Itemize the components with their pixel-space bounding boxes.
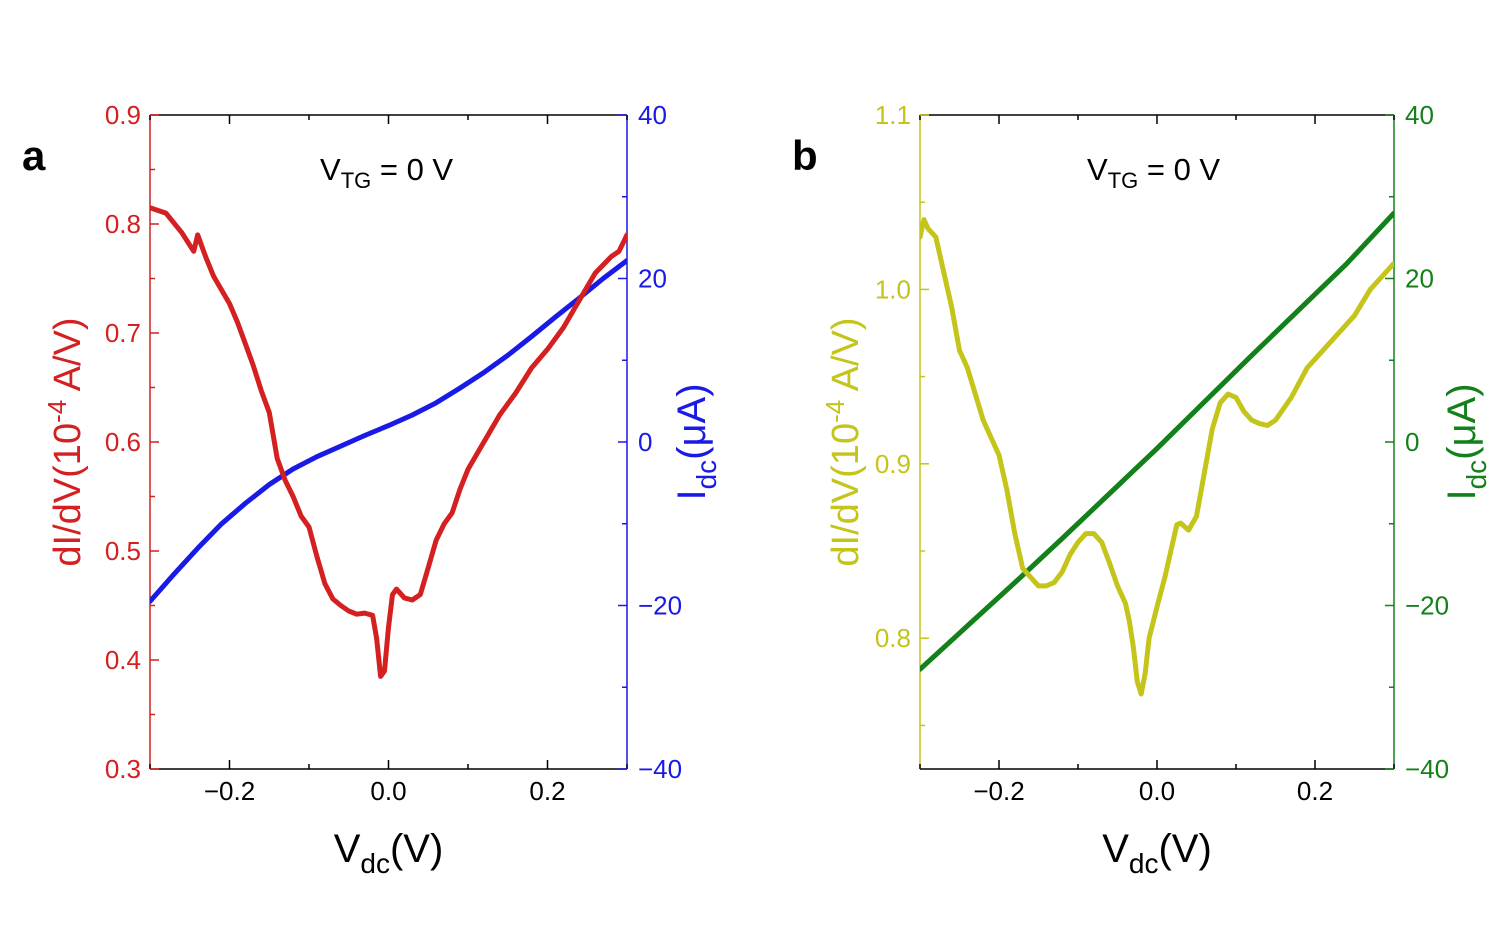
left-y-tick-label: 0.8	[105, 209, 141, 239]
left-y-tick-label: 0.9	[875, 449, 911, 479]
right-y-tick-label: 0	[638, 427, 652, 457]
right-y-tick-label: 0	[1405, 427, 1419, 457]
left-y-tick-label: 0.4	[105, 645, 141, 675]
x-tick-label: 0.0	[1139, 776, 1175, 806]
panel-label: a	[22, 132, 46, 179]
panel-b: −0.2 0.0 0.2 0.8 0.9 1.0 1.1 −40 −20 0 20 40 b VTG = …	[792, 100, 1492, 879]
series-didv-line	[920, 217, 1394, 697]
right-y-axis-label: Idc(μA)	[670, 383, 722, 500]
series-didv-line	[150, 205, 627, 679]
right-y-tick-label: 20	[1405, 264, 1434, 294]
left-y-tick-label: 0.3	[105, 754, 141, 784]
x-tick-label: −0.2	[204, 776, 255, 806]
left-y-axis-label: dI/dV(10-4 A/V)	[820, 317, 867, 566]
left-y-axis-label: dI/dV(10-4 A/V)	[42, 317, 89, 566]
x-axis-label: Vdc(V)	[334, 827, 444, 879]
left-y-tick-label: 0.7	[105, 318, 141, 348]
x-axis-label: Vdc(V)	[1102, 827, 1212, 879]
x-tick-label: 0.2	[529, 776, 565, 806]
annotation: VTG = 0 V	[320, 152, 453, 193]
x-tick-label: 0.0	[370, 776, 406, 806]
panel-label: b	[792, 132, 818, 179]
left-y-tick-label: 0.5	[105, 536, 141, 566]
series-idc-line	[920, 210, 1394, 672]
right-y-tick-label: −20	[1405, 591, 1449, 621]
panel-a: −0.2 0.0 0.2 0.3 0.4 0.5 0.6 0.7 0.8 0.9 −40 −20 0 20…	[22, 100, 722, 879]
left-y-tick-label: 0.8	[875, 623, 911, 653]
left-y-tick-label: 0.9	[105, 100, 141, 130]
x-tick-label: 0.2	[1297, 776, 1333, 806]
left-y-tick-label: 1.1	[875, 100, 911, 130]
right-y-tick-label: −40	[1405, 754, 1449, 784]
right-y-tick-label: 40	[638, 100, 667, 130]
left-y-tick-label: 0.6	[105, 427, 141, 457]
right-y-tick-label: −20	[638, 591, 682, 621]
series-idc-line	[150, 258, 627, 604]
x-tick-label: −0.2	[973, 776, 1024, 806]
annotation: VTG = 0 V	[1087, 152, 1220, 193]
right-y-tick-label: 40	[1405, 100, 1434, 130]
right-y-axis-label: Idc(μA)	[1440, 383, 1492, 500]
right-y-tick-label: 20	[638, 264, 667, 294]
right-y-tick-label: −40	[638, 754, 682, 784]
left-y-tick-label: 1.0	[875, 274, 911, 304]
